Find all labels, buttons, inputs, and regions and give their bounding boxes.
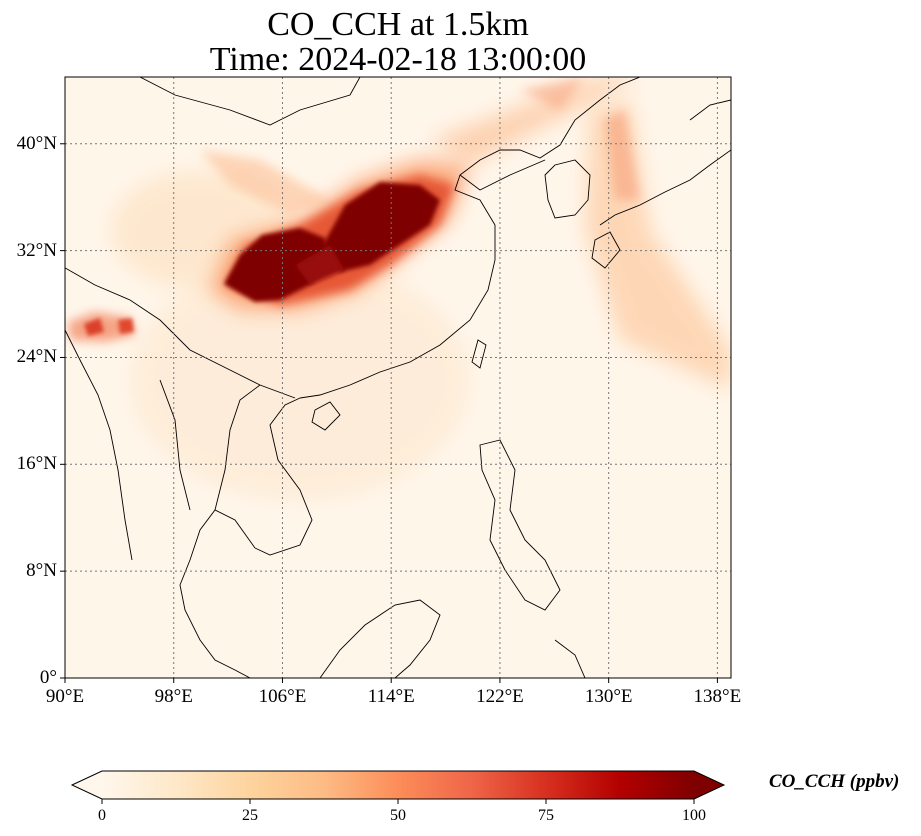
border-korea-china: [459, 159, 546, 191]
colorbar-min-extension: [72, 771, 102, 799]
lon-tick-label: 130°E: [584, 686, 633, 707]
border-myanmar-thailand: [159, 379, 191, 511]
gridlines: [65, 77, 731, 678]
coastlines: [65, 77, 731, 678]
colorbar-tick-label: 75: [538, 807, 554, 824]
colorbar-tick-label: 0: [98, 807, 106, 824]
coast-south-china: [299, 225, 496, 399]
hotspot-myanmar-core2: [118, 318, 134, 334]
coast-hokkaido: [689, 99, 731, 121]
hotspot-north-china: [320, 182, 440, 272]
lat-tick-label: 0°: [39, 667, 57, 688]
coast-sulawesi: [554, 639, 586, 678]
lon-tick-label: 114°E: [367, 686, 415, 707]
coast-north-china: [454, 77, 641, 226]
border-china-south: [65, 267, 296, 399]
colorbar-tick-label: 25: [242, 807, 258, 824]
colorbar-ticks: [101, 799, 695, 804]
map-title-line2: Time: 2024-02-18 13:00:00: [209, 41, 587, 78]
coast-japan-honshu: [599, 149, 731, 226]
plume-northwest-streak: [200, 150, 330, 215]
lon-tick-label: 90°E: [45, 686, 85, 707]
border-laos-thailand: [214, 384, 261, 511]
lat-tick-label: 40°N: [16, 132, 57, 154]
hotspot-sichuan: [224, 228, 330, 302]
colorbar-tick-label: 100: [682, 807, 706, 824]
coast-korea: [544, 159, 591, 219]
lat-tick-label: 16°N: [16, 453, 57, 475]
concentration-field: [65, 77, 731, 678]
lat-tick-label: 32°N: [16, 239, 57, 261]
colorbar-label: CO_CCH (ppbv): [769, 771, 900, 792]
axis-ticks: [60, 143, 718, 683]
coast-vietnam: [254, 397, 313, 556]
hotspot-myanmar-core: [84, 318, 104, 336]
coast-taiwan: [471, 339, 487, 369]
lon-tick-label: 122°E: [476, 686, 524, 707]
plume-japan-core: [605, 110, 640, 200]
plume-northeast-core: [520, 77, 585, 110]
coast-philippines: [479, 439, 561, 611]
coast-myanmar-bay: [65, 329, 133, 561]
plume-northeast: [430, 77, 640, 165]
lon-tick-label: 106°E: [258, 686, 307, 707]
coast-kyushu: [591, 231, 621, 269]
map-title-line1: CO_CCH at 1.5km: [267, 6, 529, 43]
colorbar: [70, 770, 726, 804]
coast-hainan: [311, 401, 341, 431]
lon-tick-label: 138°E: [693, 686, 742, 707]
border-mongolia: [139, 77, 361, 126]
coast-borneo: [319, 599, 441, 678]
lon-tick-label: 98°E: [154, 686, 193, 707]
coast-thailand-malaysia: [179, 509, 256, 678]
lat-tick-label: 8°N: [26, 560, 57, 582]
colorbar-tick-label: 50: [390, 807, 406, 824]
colorbar-body: [102, 771, 694, 799]
lat-tick-label: 24°N: [16, 346, 57, 368]
colorbar-max-extension: [694, 771, 724, 799]
map-frame: [64, 76, 732, 679]
hotspot-bridge: [295, 245, 345, 285]
haze-south-china: [130, 260, 470, 500]
